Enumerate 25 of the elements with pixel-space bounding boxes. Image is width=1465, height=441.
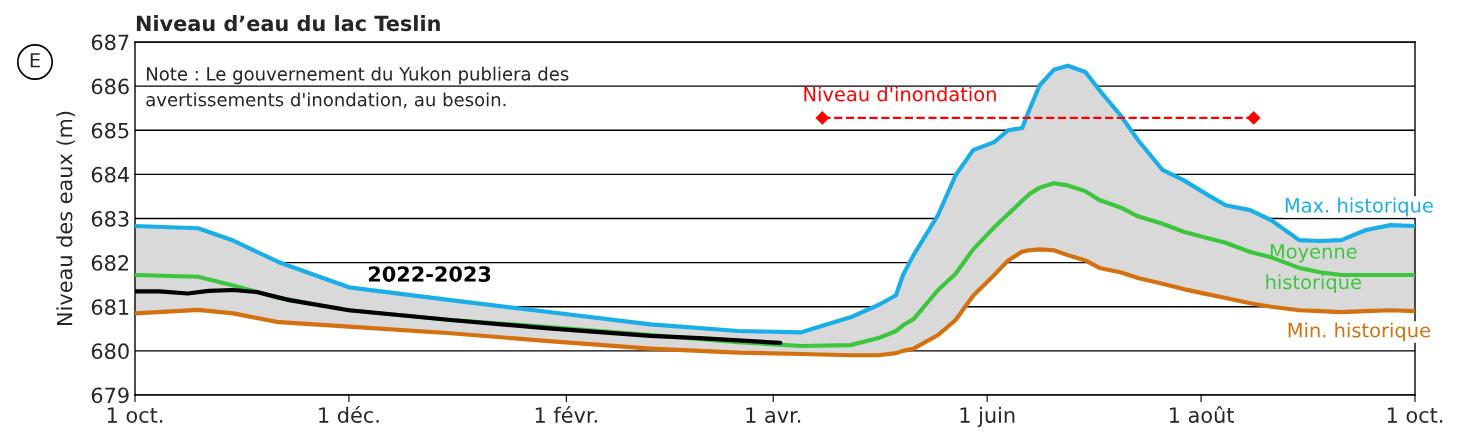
x-tick-label: 1 août <box>1169 405 1234 423</box>
y-axis-title: Niveau des eaux (m) <box>56 111 75 325</box>
series-label: 2022-2023 <box>368 266 491 282</box>
series-label: Niveau d'inondation <box>804 86 996 102</box>
series-label: Moyenne historique <box>1266 244 1361 294</box>
y-tick-label: 685 <box>91 122 129 139</box>
x-tick-label: 1 oct. <box>107 407 163 423</box>
x-tick-label: 1 déc. <box>319 405 379 423</box>
x-tick-label: 1 févr. <box>535 405 597 423</box>
y-tick-label: 684 <box>91 166 129 183</box>
x-tick-label: 1 juin <box>960 406 1015 427</box>
y-tick-label: 686 <box>91 78 129 95</box>
y-tick-label: 683 <box>91 210 129 227</box>
annotation: Note : Le gouvernement du Yukon publiera des avertissements d'inondation, au besoin. <box>146 66 569 109</box>
y-tick-label: 680 <box>91 343 129 360</box>
y-tick-label: 682 <box>91 255 129 271</box>
series-label: Min. historique <box>1288 322 1430 342</box>
series-label: Max. historique <box>1285 197 1433 217</box>
chart-title: Niveau d’eau du lac Teslin <box>136 15 440 32</box>
text: E <box>30 53 40 68</box>
y-tick-label: 681 <box>91 299 129 315</box>
x-tick-label: 1 oct. <box>1387 407 1443 423</box>
y-tick-label: 687 <box>91 34 129 51</box>
x-tick-label: 1 avr. <box>746 407 801 423</box>
y-tick-label: 679 <box>91 387 129 404</box>
